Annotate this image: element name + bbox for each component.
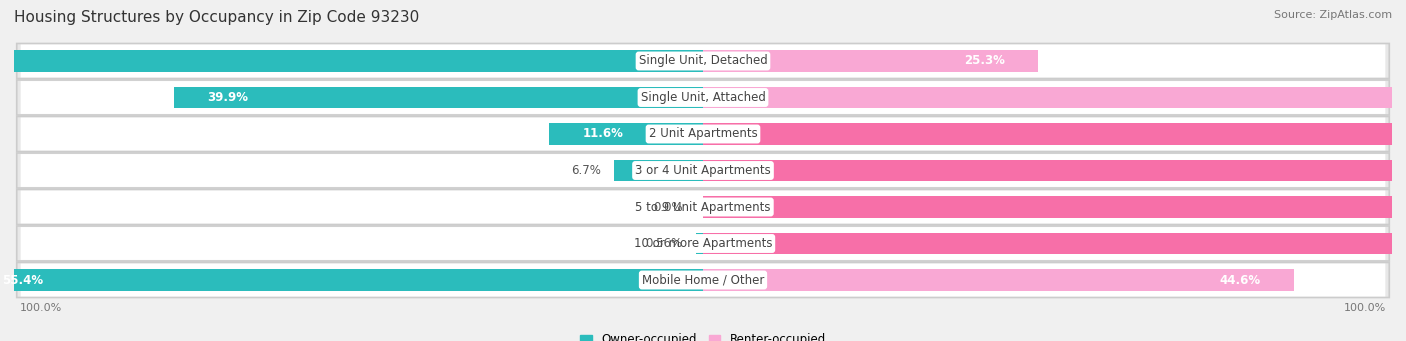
Bar — [696, 233, 703, 254]
Text: 10 or more Apartments: 10 or more Apartments — [634, 237, 772, 250]
Bar — [703, 233, 1406, 254]
FancyBboxPatch shape — [21, 118, 1385, 150]
Text: 0.0%: 0.0% — [654, 201, 683, 213]
Text: 39.9%: 39.9% — [208, 91, 249, 104]
Bar — [703, 87, 1406, 108]
Bar — [614, 160, 703, 181]
Bar — [703, 269, 1294, 291]
Text: 55.4%: 55.4% — [3, 273, 44, 286]
FancyBboxPatch shape — [17, 80, 1389, 115]
Text: Housing Structures by Occupancy in Zip Code 93230: Housing Structures by Occupancy in Zip C… — [14, 10, 419, 25]
Text: 25.3%: 25.3% — [965, 55, 1005, 68]
Text: 6.7%: 6.7% — [571, 164, 600, 177]
Bar — [703, 196, 1406, 218]
Bar — [174, 87, 703, 108]
FancyBboxPatch shape — [21, 45, 1385, 77]
FancyBboxPatch shape — [21, 227, 1385, 260]
FancyBboxPatch shape — [17, 117, 1389, 151]
FancyBboxPatch shape — [21, 81, 1385, 114]
FancyBboxPatch shape — [17, 43, 1389, 78]
Text: 11.6%: 11.6% — [582, 128, 623, 140]
FancyBboxPatch shape — [17, 153, 1389, 188]
Bar — [0, 269, 703, 291]
Text: 44.6%: 44.6% — [1219, 273, 1261, 286]
Text: Source: ZipAtlas.com: Source: ZipAtlas.com — [1274, 10, 1392, 20]
Text: Mobile Home / Other: Mobile Home / Other — [641, 273, 765, 286]
FancyBboxPatch shape — [21, 264, 1385, 296]
Text: Single Unit, Detached: Single Unit, Detached — [638, 55, 768, 68]
Bar — [550, 123, 703, 145]
FancyBboxPatch shape — [17, 226, 1389, 261]
FancyBboxPatch shape — [21, 154, 1385, 187]
FancyBboxPatch shape — [17, 190, 1389, 224]
Bar — [703, 160, 1406, 181]
FancyBboxPatch shape — [17, 263, 1389, 298]
Bar — [703, 50, 1038, 72]
FancyBboxPatch shape — [21, 191, 1385, 223]
Bar — [0, 50, 703, 72]
Text: 3 or 4 Unit Apartments: 3 or 4 Unit Apartments — [636, 164, 770, 177]
Legend: Owner-occupied, Renter-occupied: Owner-occupied, Renter-occupied — [575, 329, 831, 341]
Bar — [703, 123, 1406, 145]
Text: 5 to 9 Unit Apartments: 5 to 9 Unit Apartments — [636, 201, 770, 213]
Text: 2 Unit Apartments: 2 Unit Apartments — [648, 128, 758, 140]
Text: Single Unit, Attached: Single Unit, Attached — [641, 91, 765, 104]
Text: 0.56%: 0.56% — [645, 237, 682, 250]
